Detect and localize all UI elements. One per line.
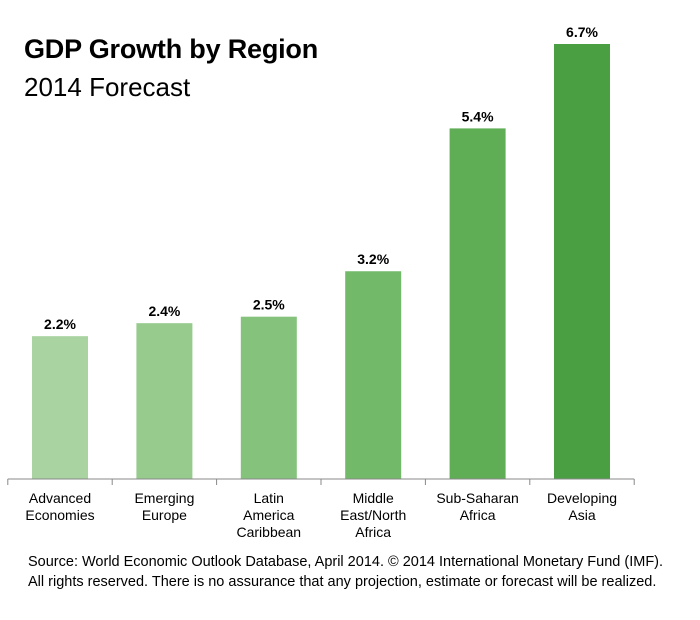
- bar: [136, 323, 193, 479]
- tick-label: Sub-Saharan Africa: [436, 490, 519, 523]
- tick-label: Latin America Caribbean: [236, 490, 301, 540]
- bar: [554, 44, 610, 479]
- data-label: 3.2%: [357, 251, 389, 267]
- data-label: 2.5%: [253, 297, 285, 313]
- chart-subtitle: 2014 Forecast: [24, 72, 191, 102]
- bar: [32, 336, 88, 479]
- source-note: Source: World Economic Outlook Database,…: [28, 554, 664, 590]
- data-label: 2.4%: [148, 303, 180, 319]
- bar: [240, 316, 297, 479]
- tick-label: Developing Asia: [547, 490, 617, 523]
- chart-title: GDP Growth by Region: [24, 34, 319, 64]
- tick-label: Advanced Economies: [25, 490, 94, 523]
- bar: [449, 128, 506, 479]
- tick-label: Emerging Europe: [134, 490, 194, 523]
- data-label: 6.7%: [566, 24, 598, 40]
- bar: [345, 271, 402, 479]
- data-label: 2.2%: [44, 316, 76, 332]
- tick-label: Middle East/North Africa: [340, 490, 406, 540]
- data-label: 5.4%: [462, 108, 494, 124]
